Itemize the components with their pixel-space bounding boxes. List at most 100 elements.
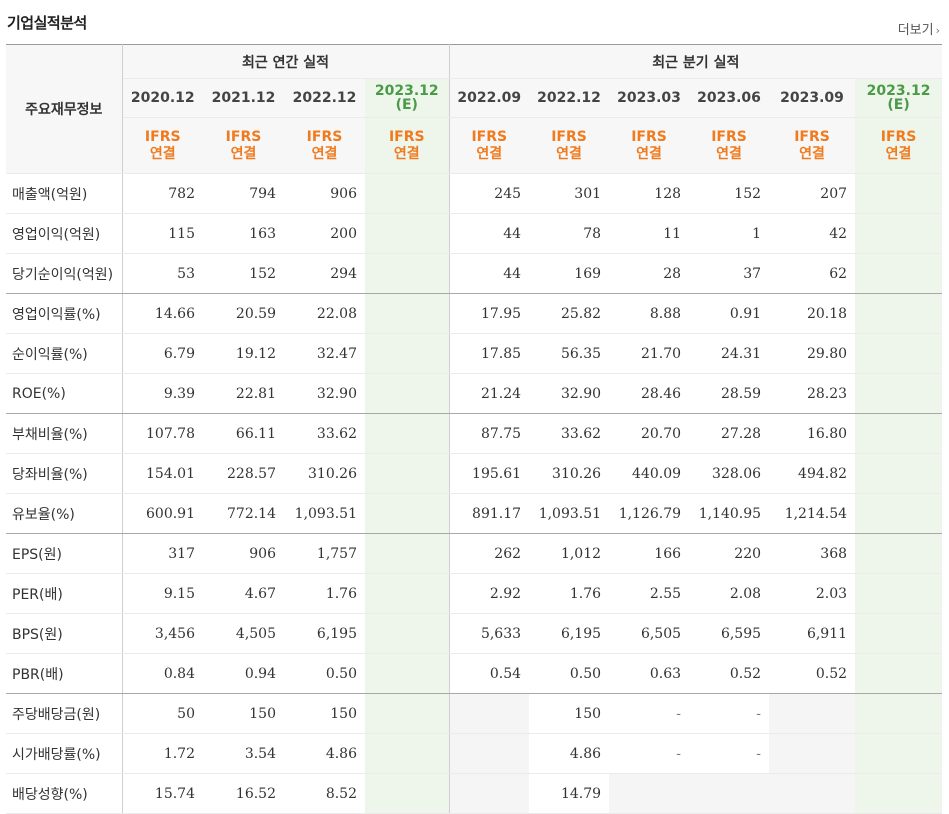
table-cell <box>365 693 450 734</box>
table-cell: 1,093.51 <box>529 493 610 534</box>
table-cell <box>689 773 770 814</box>
consolidated-label: 연결 <box>311 145 338 162</box>
column-date-3: 2023.12 (E) <box>365 78 450 118</box>
table-cell: 152 <box>203 253 284 294</box>
table-cell: 0.52 <box>769 653 856 694</box>
column-ifrs-0: IFRS 연결 <box>122 117 203 174</box>
quarter-group-header: 최근 분기 실적 <box>449 44 943 79</box>
row-label: EPS(원) <box>6 533 123 574</box>
table-cell: 4.86 <box>284 733 365 774</box>
table-cell: - <box>689 693 770 734</box>
table-cell: 87.75 <box>449 413 530 454</box>
column-date-0: 2020.12 <box>122 78 203 118</box>
table-cell <box>365 533 450 574</box>
column-date-label: 2023.12 <box>866 83 931 99</box>
table-cell: 368 <box>769 533 856 574</box>
table-cell <box>855 293 943 334</box>
table-cell: 9.39 <box>122 373 203 414</box>
table-cell: 28.46 <box>609 373 690 414</box>
table-cell: 152 <box>689 173 770 214</box>
table-cell: 150 <box>284 693 365 734</box>
column-ifrs-6: IFRS 연결 <box>609 117 690 174</box>
table-cell: 2.08 <box>689 573 770 614</box>
ifrs-label: IFRS <box>471 128 508 145</box>
table-cell: 16.52 <box>203 773 284 814</box>
table-cell: 294 <box>284 253 365 294</box>
table-cell: 317 <box>122 533 203 574</box>
table-cell: 0.50 <box>284 653 365 694</box>
column-date-7: 2023.06 <box>689 78 770 118</box>
row-header-label: 주요재무정보 <box>6 44 123 174</box>
table-cell: 228.57 <box>203 453 284 494</box>
table-cell: 6.79 <box>122 333 203 374</box>
table-cell <box>365 613 450 654</box>
table-cell: 44 <box>449 253 530 294</box>
row-label: 시가배당률(%) <box>6 733 123 774</box>
table-cell: 4.67 <box>203 573 284 614</box>
table-cell <box>365 773 450 814</box>
table-row: 당기순이익(억원) 53 152 294 44 169 28 37 62 <box>6 253 943 294</box>
column-date-label: 2023.03 <box>617 90 681 106</box>
table-row: 당좌비율(%) 154.01 228.57 310.26 195.61 310.26 440… <box>6 453 943 494</box>
table-cell: 440.09 <box>609 453 690 494</box>
table-cell: 220 <box>689 533 770 574</box>
table-cell: 0.91 <box>689 293 770 334</box>
table-cell: 600.91 <box>122 493 203 534</box>
table-cell: 25.82 <box>529 293 610 334</box>
table-cell: 6,195 <box>529 613 610 654</box>
table-cell: 5,633 <box>449 613 530 654</box>
more-link[interactable]: 더보기 › <box>898 19 940 38</box>
consolidated-label: 연결 <box>230 145 257 162</box>
table-cell: - <box>609 733 690 774</box>
financial-table: 주요재무정보 최근 연간 실적 최근 분기 실적 2020.12 2021.12 2… <box>6 44 943 814</box>
table-cell: 19.12 <box>203 333 284 374</box>
table-cell: 794 <box>203 173 284 214</box>
ifrs-label: IFRS <box>225 128 262 145</box>
consolidated-label: 연결 <box>149 145 176 162</box>
chevron-right-icon: › <box>935 24 940 37</box>
table-row: BPS(원) 3,456 4,505 6,195 5,633 6,195 6,505 6,59… <box>6 613 943 654</box>
section-title: 기업실적분석 <box>7 14 87 32</box>
ifrs-label: IFRS <box>794 128 830 145</box>
table-cell: 107.78 <box>122 413 203 454</box>
table-cell: 150 <box>529 693 610 734</box>
table-cell: 6,911 <box>769 613 856 654</box>
column-ifrs-7: IFRS 연결 <box>689 117 770 174</box>
table-row: 영업이익률(%) 14.66 20.59 22.08 17.95 25.82 8.88 0.9… <box>6 293 943 334</box>
table-cell <box>365 373 450 414</box>
table-cell: 32.90 <box>284 373 365 414</box>
column-ifrs-8: IFRS 연결 <box>769 117 856 174</box>
table-cell <box>365 733 450 774</box>
table-cell <box>609 773 690 814</box>
table-cell: 1,093.51 <box>284 493 365 534</box>
table-cell <box>365 413 450 454</box>
table-cell: 3.54 <box>203 733 284 774</box>
table-cell <box>855 533 943 574</box>
column-date-label: 2022.12 <box>292 90 357 106</box>
row-label: 배당성향(%) <box>6 773 123 814</box>
table-cell <box>855 693 943 734</box>
table-cell <box>855 613 943 654</box>
table-cell: 1.76 <box>284 573 365 614</box>
table-cell: 207 <box>769 173 856 214</box>
table-cell: 17.85 <box>449 333 530 374</box>
row-label: BPS(원) <box>6 613 123 654</box>
table-cell: 772.14 <box>203 493 284 534</box>
table-cell <box>855 253 943 294</box>
row-label: 주당배당금(원) <box>6 693 123 734</box>
table-cell: 0.54 <box>449 653 530 694</box>
table-cell <box>855 573 943 614</box>
row-label: 부채비율(%) <box>6 413 123 454</box>
consolidated-label: 연결 <box>716 145 742 162</box>
table-cell: 310.26 <box>529 453 610 494</box>
row-label: PER(배) <box>6 573 123 614</box>
ifrs-label: IFRS <box>306 128 343 145</box>
table-cell: 906 <box>284 173 365 214</box>
table-cell: 20.59 <box>203 293 284 334</box>
table-cell: - <box>609 693 690 734</box>
column-date-label: 2023.06 <box>697 90 761 106</box>
table-cell <box>769 773 856 814</box>
ifrs-label: IFRS <box>551 128 587 145</box>
table-cell: 3,456 <box>122 613 203 654</box>
